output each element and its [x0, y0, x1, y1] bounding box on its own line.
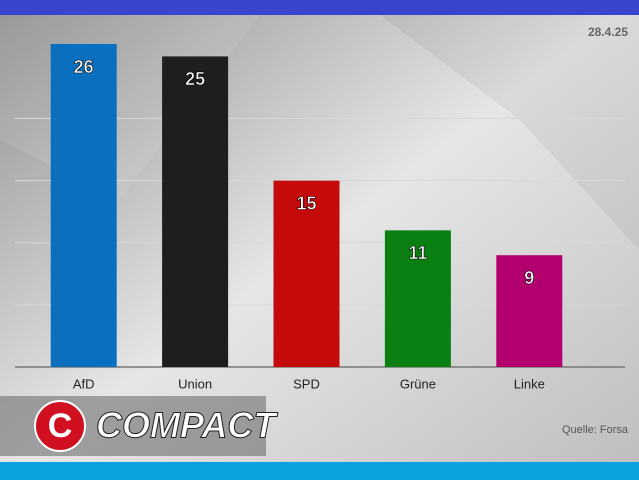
- bar: [50, 44, 117, 367]
- bar: [273, 180, 340, 367]
- x-tick-label: Grüne: [400, 376, 436, 391]
- value-label: 15: [296, 193, 316, 213]
- x-tick-label: AfD: [73, 376, 95, 391]
- bar: [384, 230, 451, 367]
- bottom-band: [0, 462, 639, 480]
- bar: [496, 255, 563, 367]
- decor: [380, 15, 639, 250]
- date: 28.4.25: [588, 25, 628, 39]
- value-label: 11: [408, 243, 427, 263]
- x-tick-label: Union: [178, 376, 212, 391]
- logo: COMPACT: [96, 405, 278, 446]
- logo-mark: C: [48, 407, 73, 445]
- value-label: 26: [74, 57, 94, 77]
- value-label: 9: [524, 268, 534, 288]
- logo-circle: [34, 400, 86, 452]
- bar: [162, 56, 229, 368]
- plot: AfD 26 Union 25 SPD 15 Grüne 11 Linke 9: [15, 44, 625, 391]
- source: Quelle: Forsa: [562, 424, 629, 436]
- value-label: 25: [185, 69, 205, 89]
- top-band: [0, 0, 639, 15]
- x-tick-label: Linke: [514, 376, 545, 391]
- x-tick-label: SPD: [293, 376, 320, 391]
